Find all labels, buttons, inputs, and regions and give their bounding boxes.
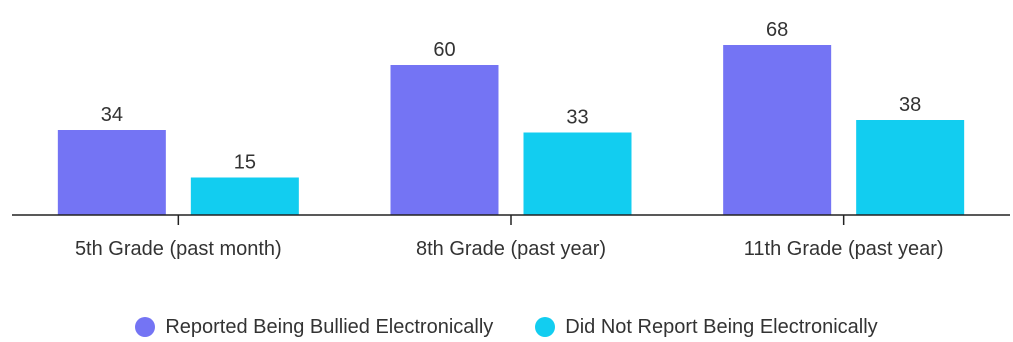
data-label-not-reported-2: 38 [899,94,921,116]
bar-reported-1[interactable] [390,65,499,215]
legend-item-series-1[interactable]: Did Not Report Being Electronically [535,315,878,339]
legend-label-series-0: Reported Being Bullied Electronically [165,315,494,338]
bar-reported-0[interactable] [57,130,166,215]
data-label-not-reported-0: 15 [234,152,256,174]
bar-reported-2[interactable] [723,45,832,215]
bar-not-reported-2[interactable] [856,120,965,215]
data-label-reported-2: 68 [766,19,788,41]
legend-item-series-0[interactable]: Reported Being Bullied Electronically [135,316,493,339]
legend-swatch-series-0 [135,317,156,337]
x-tick-label-1: 8th Grade (past year) [416,238,606,260]
legend-swatch-series-1 [535,317,556,337]
data-label-not-reported-1: 33 [566,107,588,129]
legend-label-series-1: Did Not Report Being Electronically [565,315,878,338]
x-tick-label-0: 5th Grade (past month) [75,238,282,260]
data-label-reported-0: 34 [101,104,123,126]
data-label-reported-1: 60 [433,39,455,61]
legend: Reported Being Bullied Electronically Di… [0,312,1013,342]
x-tick-label-2: 11th Grade (past year) [744,238,944,260]
bar-not-reported-0[interactable] [190,177,299,216]
bar-not-reported-1[interactable] [523,132,632,216]
